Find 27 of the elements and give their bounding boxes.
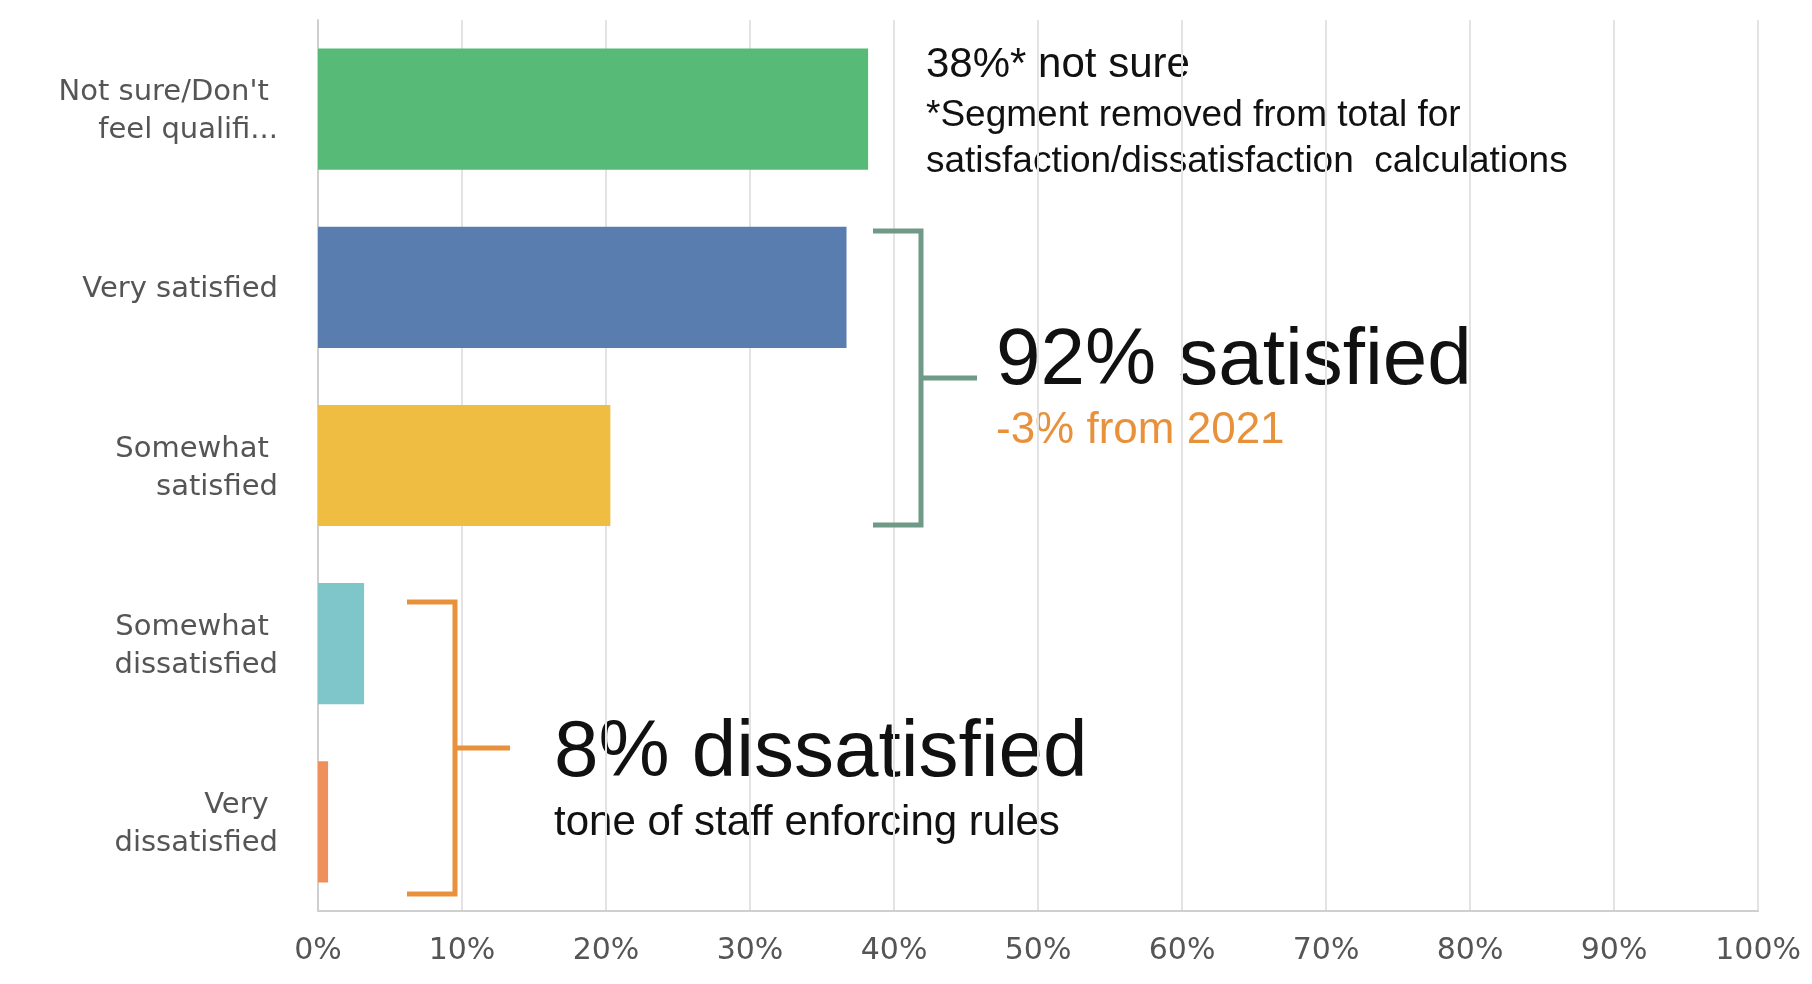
y-tick-label: Very satisfied	[82, 270, 278, 305]
x-tick-label: 50%	[1004, 930, 1072, 966]
x-tick-label: 90%	[1580, 930, 1648, 966]
annotation: 38%* not sure	[926, 38, 1190, 86]
x-tick-label: 70%	[1292, 930, 1360, 966]
x-tick-label: 60%	[1148, 930, 1216, 966]
annotation: tone of staff enforcing rules	[554, 796, 1060, 844]
bar	[318, 48, 869, 170]
x-tick-label: 10%	[428, 930, 496, 966]
annotation: *Segment removed from total for satisfaction/dissatisfaction calculations	[926, 92, 1568, 180]
x-tick-label: 80%	[1436, 930, 1504, 966]
x-tick-label: 100%	[1715, 930, 1802, 966]
x-tick-label: 30%	[716, 930, 784, 966]
bar	[318, 226, 847, 348]
x-tick-label: 40%	[860, 930, 928, 966]
y-tick-label: Very dissatisfied	[114, 785, 278, 858]
bar	[318, 761, 329, 883]
bar	[318, 404, 611, 527]
x-tick-label: 0%	[294, 930, 342, 966]
annotation: 92% satisfied	[996, 311, 1472, 401]
bar	[318, 583, 365, 705]
annotation: -3% from 2021	[996, 403, 1285, 452]
y-tick-label: Not sure/Don't feel qualifi...	[58, 73, 278, 146]
y-tick-label: Somewhat dissatisfied	[114, 607, 278, 680]
annotation: 8% dissatisfied	[554, 703, 1088, 793]
y-tick-label: Somewhat satisfied	[115, 429, 278, 502]
x-tick-label: 20%	[572, 930, 640, 966]
